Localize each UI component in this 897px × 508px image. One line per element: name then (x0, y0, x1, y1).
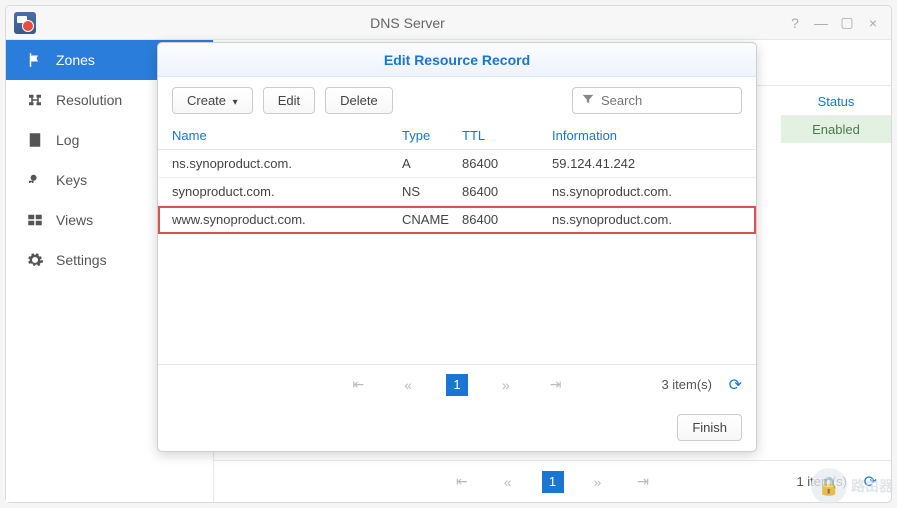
search-input[interactable] (601, 93, 777, 108)
flag-icon (24, 51, 46, 69)
table-header: Name Type TTL Information (158, 122, 756, 150)
cell-name: ns.synoproduct.com. (172, 156, 402, 171)
pager-current-page[interactable]: 1 (446, 374, 468, 396)
cell-type: CNAME (402, 212, 462, 227)
cell-ttl: 86400 (462, 156, 552, 171)
cell-info: ns.synoproduct.com. (552, 212, 742, 227)
maximize-icon[interactable]: ▢ (837, 13, 857, 33)
dialog-create-label: Create (187, 93, 226, 108)
sidebar-item-label: Keys (56, 172, 87, 188)
column-name[interactable]: Name (172, 128, 402, 143)
pager-prev-icon[interactable]: « (498, 472, 518, 492)
column-type[interactable]: Type (402, 128, 462, 143)
column-ttl[interactable]: TTL (462, 128, 552, 143)
log-icon (24, 131, 46, 149)
table-row[interactable]: ns.synoproduct.com. A 86400 59.124.41.24… (158, 150, 756, 178)
cell-ttl: 86400 (462, 212, 552, 227)
status-header[interactable]: Status (781, 88, 891, 116)
pager-first-icon[interactable]: ⇤ (346, 374, 370, 395)
sidebar-item-label: Log (56, 132, 79, 148)
cell-type: A (402, 156, 462, 171)
sidebar-item-label: Settings (56, 252, 107, 268)
status-value: Enabled (781, 116, 891, 143)
finish-button[interactable]: Finish (677, 414, 742, 441)
pager-next-icon[interactable]: » (588, 472, 608, 492)
table-row[interactable]: www.synoproduct.com. CNAME 86400 ns.syno… (158, 206, 756, 234)
gear-icon (24, 251, 46, 269)
dialog-delete-button[interactable]: Delete (325, 87, 393, 114)
views-icon (24, 211, 46, 229)
table-row[interactable]: synoproduct.com. NS 86400 ns.synoproduct… (158, 178, 756, 206)
cell-info: 59.124.41.242 (552, 156, 742, 171)
pager-item-count: 3 item(s) (661, 377, 712, 392)
minimize-icon[interactable]: — (811, 13, 831, 33)
chevron-down-icon: ▾ (233, 97, 238, 108)
sidebar-item-label: Views (56, 212, 93, 228)
sidebar-item-label: Resolution (56, 92, 122, 108)
pager-item-count: 1 item(s) (796, 474, 847, 489)
key-icon (24, 171, 46, 189)
dialog-pager: ⇤ « 1 » ⇥ 3 item(s) ⟳ (158, 364, 756, 404)
window-title: DNS Server (36, 15, 779, 31)
cell-info: ns.synoproduct.com. (552, 184, 742, 199)
pager-current-page[interactable]: 1 (542, 471, 564, 493)
filter-icon (581, 92, 595, 109)
column-information[interactable]: Information (552, 128, 742, 143)
app-icon (14, 12, 36, 34)
dialog-toolbar: Create ▾ Edit Delete (158, 77, 756, 122)
pager-next-icon[interactable]: » (496, 375, 516, 395)
close-icon[interactable]: × (863, 13, 883, 33)
dialog-title: Edit Resource Record (158, 43, 756, 77)
help-icon[interactable]: ? (785, 13, 805, 33)
cell-name: www.synoproduct.com. (172, 212, 402, 227)
cell-name: synoproduct.com. (172, 184, 402, 199)
status-column: Status Enabled (781, 88, 891, 143)
edit-resource-record-dialog: Edit Resource Record Create ▾ Edit Delet… (157, 42, 757, 452)
cell-type: NS (402, 184, 462, 199)
search-box[interactable] (572, 87, 742, 114)
titlebar: DNS Server ? — ▢ × (6, 6, 891, 40)
dialog-footer: Finish (158, 404, 756, 451)
dialog-create-button[interactable]: Create ▾ (172, 87, 253, 114)
main-pager: ⇤ « 1 » ⇥ 1 item(s) ⟳ (214, 460, 891, 502)
table-body: ns.synoproduct.com. A 86400 59.124.41.24… (158, 150, 756, 364)
pager-last-icon[interactable]: ⇥ (631, 471, 655, 492)
refresh-icon[interactable]: ⟳ (729, 375, 742, 395)
pager-prev-icon[interactable]: « (398, 375, 418, 395)
sidebar-item-label: Zones (56, 52, 95, 68)
cell-ttl: 86400 (462, 184, 552, 199)
resolution-icon (24, 91, 46, 109)
pager-first-icon[interactable]: ⇤ (450, 471, 474, 492)
refresh-icon[interactable]: ⟳ (864, 472, 877, 492)
pager-last-icon[interactable]: ⇥ (544, 374, 568, 395)
dialog-edit-button[interactable]: Edit (263, 87, 315, 114)
